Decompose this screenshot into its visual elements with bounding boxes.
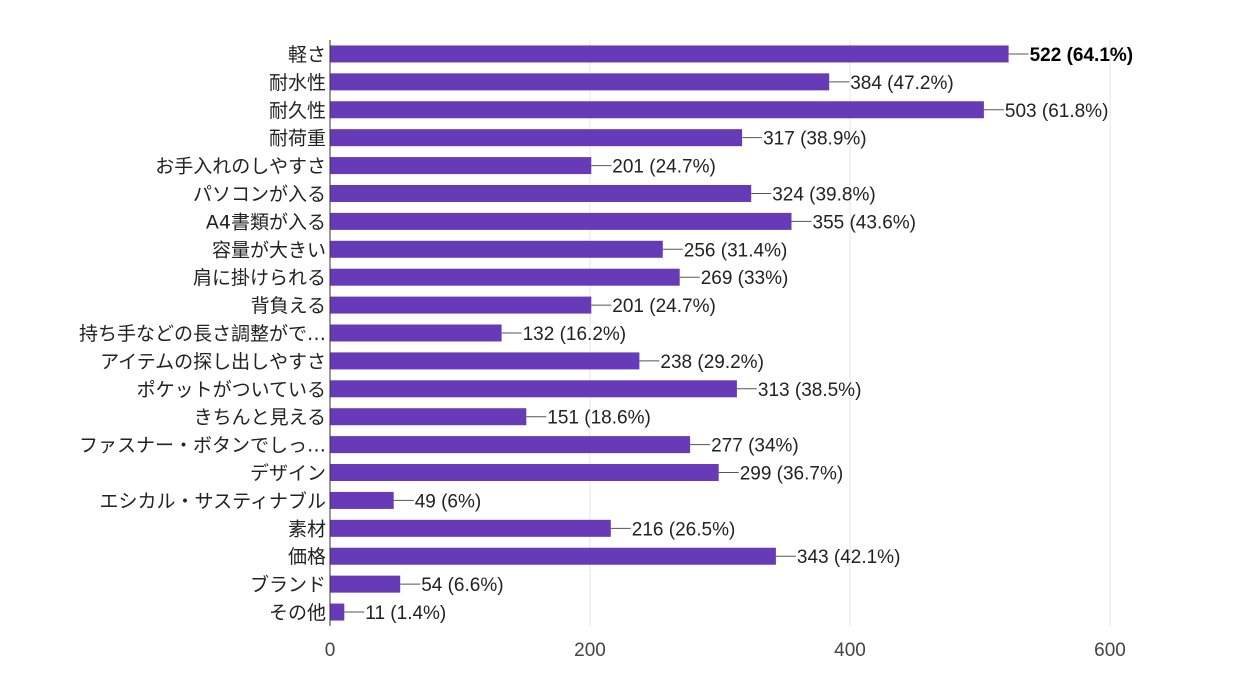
bar <box>330 464 719 482</box>
category-label: エシカル・サスティナブル <box>100 489 326 512</box>
data-label: 324 (39.8%) <box>772 184 876 205</box>
bar <box>330 519 611 537</box>
category-label: 軽さ <box>288 44 326 66</box>
data-label: 299 (36.7%) <box>740 464 844 485</box>
data-label: 216 (26.5%) <box>632 519 736 540</box>
bar <box>330 268 680 286</box>
category-label: 価格 <box>288 546 326 568</box>
category-label: 背負える <box>251 295 326 317</box>
category-label: デザイン <box>250 463 326 485</box>
data-label: 355 (43.6%) <box>813 212 917 233</box>
bar <box>330 101 984 119</box>
data-label: 313 (38.5%) <box>758 380 862 401</box>
data-label: 201 (24.7%) <box>612 157 716 178</box>
bar <box>330 436 691 454</box>
bar <box>330 547 776 565</box>
x-tick-label: 600 <box>1094 640 1126 661</box>
category-label: パソコンが入る <box>193 183 326 205</box>
bar <box>330 352 640 370</box>
category-label: きちんと見える <box>194 407 326 429</box>
x-tick-label: 0 <box>325 640 336 661</box>
category-label: ファスナー・ボタンでしっ… <box>79 435 326 457</box>
category-label: 肩に掛けられる <box>193 267 326 289</box>
x-tick-label: 400 <box>834 640 866 661</box>
category-label: ブランド <box>250 573 326 596</box>
data-label: 238 (29.2%) <box>660 352 764 373</box>
bar <box>330 296 592 314</box>
bar <box>330 212 792 230</box>
data-label: 522 (64.1%) <box>1030 45 1134 66</box>
bar <box>330 408 527 426</box>
category-label: お手入れのしやすさ <box>155 156 326 178</box>
bar <box>330 575 401 593</box>
data-label: 343 (42.1%) <box>797 547 901 568</box>
data-label: 277 (34%) <box>711 436 799 457</box>
category-label: 素材 <box>288 518 326 540</box>
category-label: その他 <box>269 602 326 624</box>
category-label: 耐久性 <box>269 100 326 122</box>
data-label: 151 (18.6%) <box>547 408 651 429</box>
data-label: 132 (16.2%) <box>523 324 627 345</box>
data-label: 269 (33%) <box>701 268 789 289</box>
category-label: アイテムの探し出しやすさ <box>100 351 326 373</box>
data-label: 503 (61.8%) <box>1005 101 1109 122</box>
bar <box>330 380 737 398</box>
data-label: 384 (47.2%) <box>850 73 954 94</box>
bar <box>330 184 752 202</box>
category-label: 容量が大きい <box>212 239 326 261</box>
label-layer: 522 (64.1%) 軽さ 384 (47.2%) 耐水性 503 (61.8%) 耐久… <box>79 44 1133 624</box>
bar <box>330 73 830 91</box>
axis-layer: 0 200 400 600 <box>325 40 1126 661</box>
bar <box>330 324 502 342</box>
category-label: 耐荷重 <box>269 128 326 150</box>
bar <box>330 240 663 258</box>
category-label: 持ち手などの長さ調整がで… <box>79 323 326 345</box>
category-label: ポケットがついている <box>137 379 326 401</box>
category-label: 耐水性 <box>269 72 326 94</box>
bar <box>330 603 345 621</box>
data-label: 54 (6.6%) <box>421 575 503 596</box>
data-label: 49 (6%) <box>415 491 482 512</box>
data-label: 256 (31.4%) <box>684 240 788 261</box>
data-label: 201 (24.7%) <box>612 296 716 317</box>
x-tick-label: 200 <box>574 640 606 661</box>
bar <box>330 491 394 509</box>
data-label: 317 (38.9%) <box>763 129 867 150</box>
category-label: A4書類が入る <box>206 211 326 233</box>
bar <box>330 129 743 147</box>
bar <box>330 157 592 175</box>
bar <box>330 45 1009 63</box>
data-label: 11 (1.4%) <box>365 603 446 624</box>
bar-layer <box>330 45 1029 621</box>
